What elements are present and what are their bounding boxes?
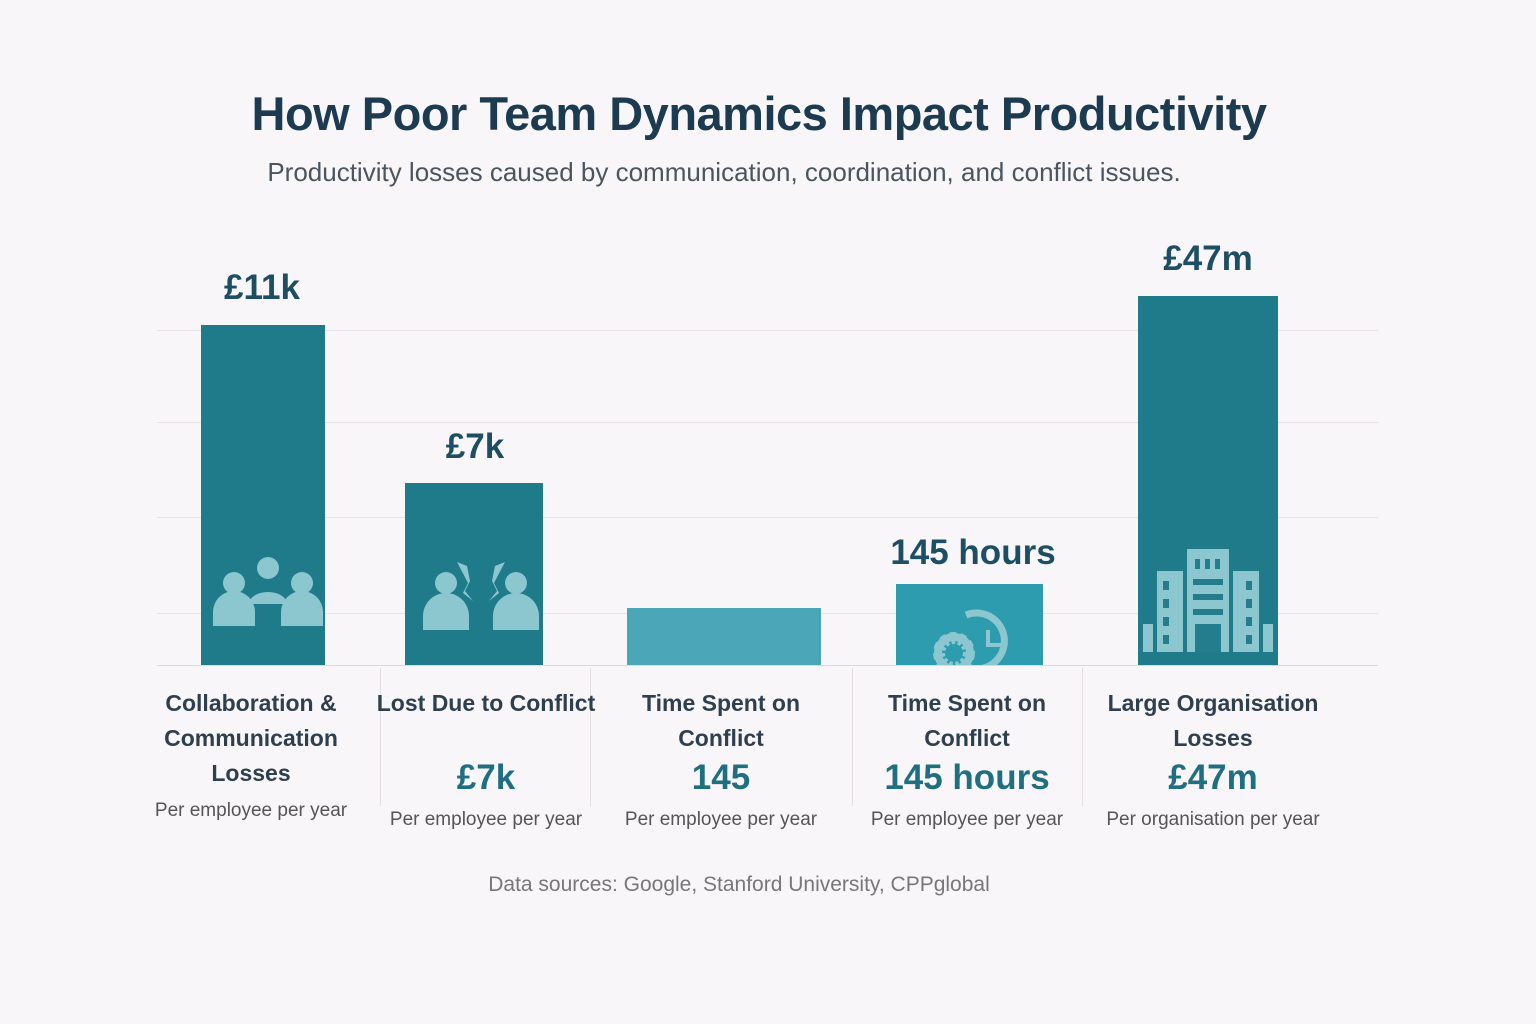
column-separator: [590, 668, 591, 806]
category-unit: Per employee per year: [624, 809, 818, 830]
category-column: Time Spent on Conflict 145 hours Per emplo…: [854, 686, 1080, 832]
category-value: £7k: [456, 758, 516, 797]
category-column: Lost Due to Conflict £7k Per employee per …: [373, 686, 599, 832]
gridline: [157, 422, 1378, 423]
chart-title: How Poor Team Dynamics Impact Productivi…: [251, 87, 1268, 140]
bar: [627, 608, 821, 665]
category-value: £47m: [1168, 758, 1258, 797]
data-label: 145 hours: [890, 533, 1056, 572]
gridline: [157, 517, 1378, 518]
column-separator: [852, 668, 853, 806]
category-label: Time Spent on Conflict: [887, 690, 1047, 751]
category-unit: Per employee per year: [389, 809, 583, 830]
chart-subtitle: Productivity losses caused by communicat…: [267, 157, 1181, 187]
data-source: Data sources: Google, Stanford Universit…: [488, 873, 990, 896]
category-value: 145: [691, 758, 751, 797]
conflict-icon: [423, 562, 539, 630]
category-column: Time Spent on Conflict 145 Per employee pe…: [608, 686, 834, 832]
category-value: 145 hours: [884, 758, 1050, 797]
data-label: £11k: [224, 268, 300, 307]
gear-clock-icon: [933, 609, 1008, 665]
category-unit: Per employee per year: [154, 800, 348, 821]
data-label: £7k: [445, 427, 505, 466]
category-column: Collaboration & Communication Losses Per …: [138, 686, 364, 823]
category-label: Time Spent on Conflict: [641, 690, 801, 751]
gridline: [157, 330, 1378, 331]
category-column: Large Organisation Losses £47m Per organis…: [1100, 686, 1326, 832]
category-unit: Per organisation per year: [1106, 809, 1320, 830]
team-icon: [213, 557, 323, 626]
column-separator: [1082, 668, 1083, 806]
category-label: Collaboration & Communication Losses: [164, 690, 338, 786]
building-icon: [1143, 549, 1273, 652]
category-unit: Per employee per year: [870, 809, 1064, 830]
data-label: £47m: [1163, 239, 1253, 278]
category-label: Lost Due to Conflict: [376, 690, 596, 716]
column-separator: [380, 668, 381, 806]
baseline: [157, 665, 1378, 666]
category-label: Large Organisation Losses: [1107, 690, 1319, 751]
